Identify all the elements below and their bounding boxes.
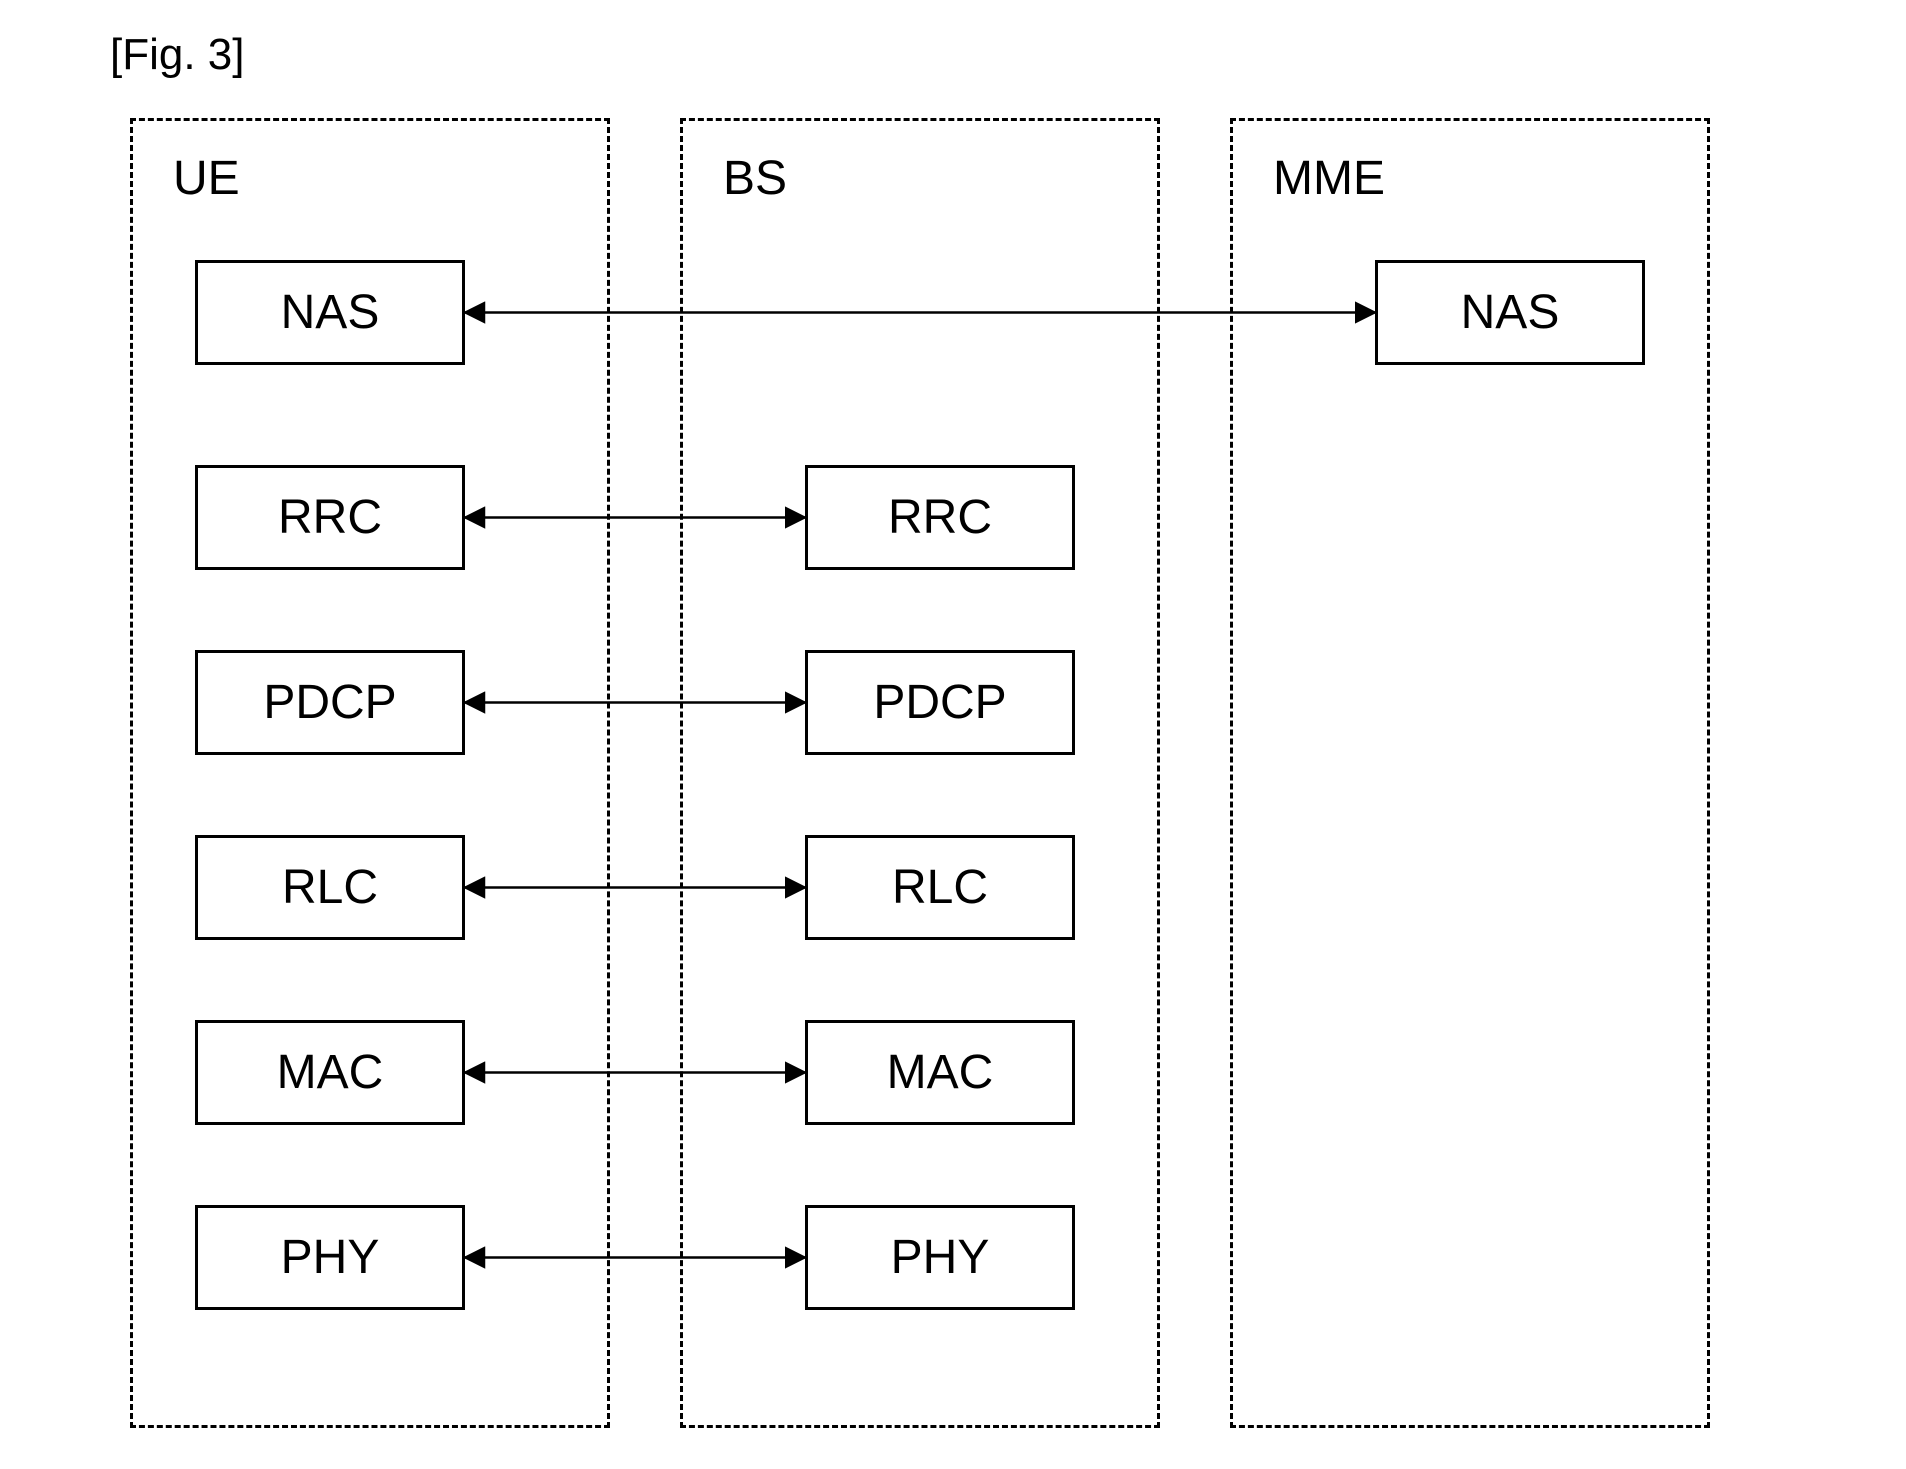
layer-ue-nas: NAS [195,260,465,365]
column-title-mme: MME [1273,151,1385,206]
layer-bs-rlc: RLC [805,835,1075,940]
layer-ue-phy: PHY [195,1205,465,1310]
layer-mme-nas: NAS [1375,260,1645,365]
layer-ue-pdcp: PDCP [195,650,465,755]
layer-bs-rrc: RRC [805,465,1075,570]
layer-bs-phy: PHY [805,1205,1075,1310]
layer-bs-mac: MAC [805,1020,1075,1125]
layer-ue-rrc: RRC [195,465,465,570]
figure-label: [Fig. 3] [110,30,245,80]
layer-ue-mac: MAC [195,1020,465,1125]
layer-bs-pdcp: PDCP [805,650,1075,755]
column-title-bs: BS [723,151,787,206]
layer-ue-rlc: RLC [195,835,465,940]
column-title-ue: UE [173,151,240,206]
